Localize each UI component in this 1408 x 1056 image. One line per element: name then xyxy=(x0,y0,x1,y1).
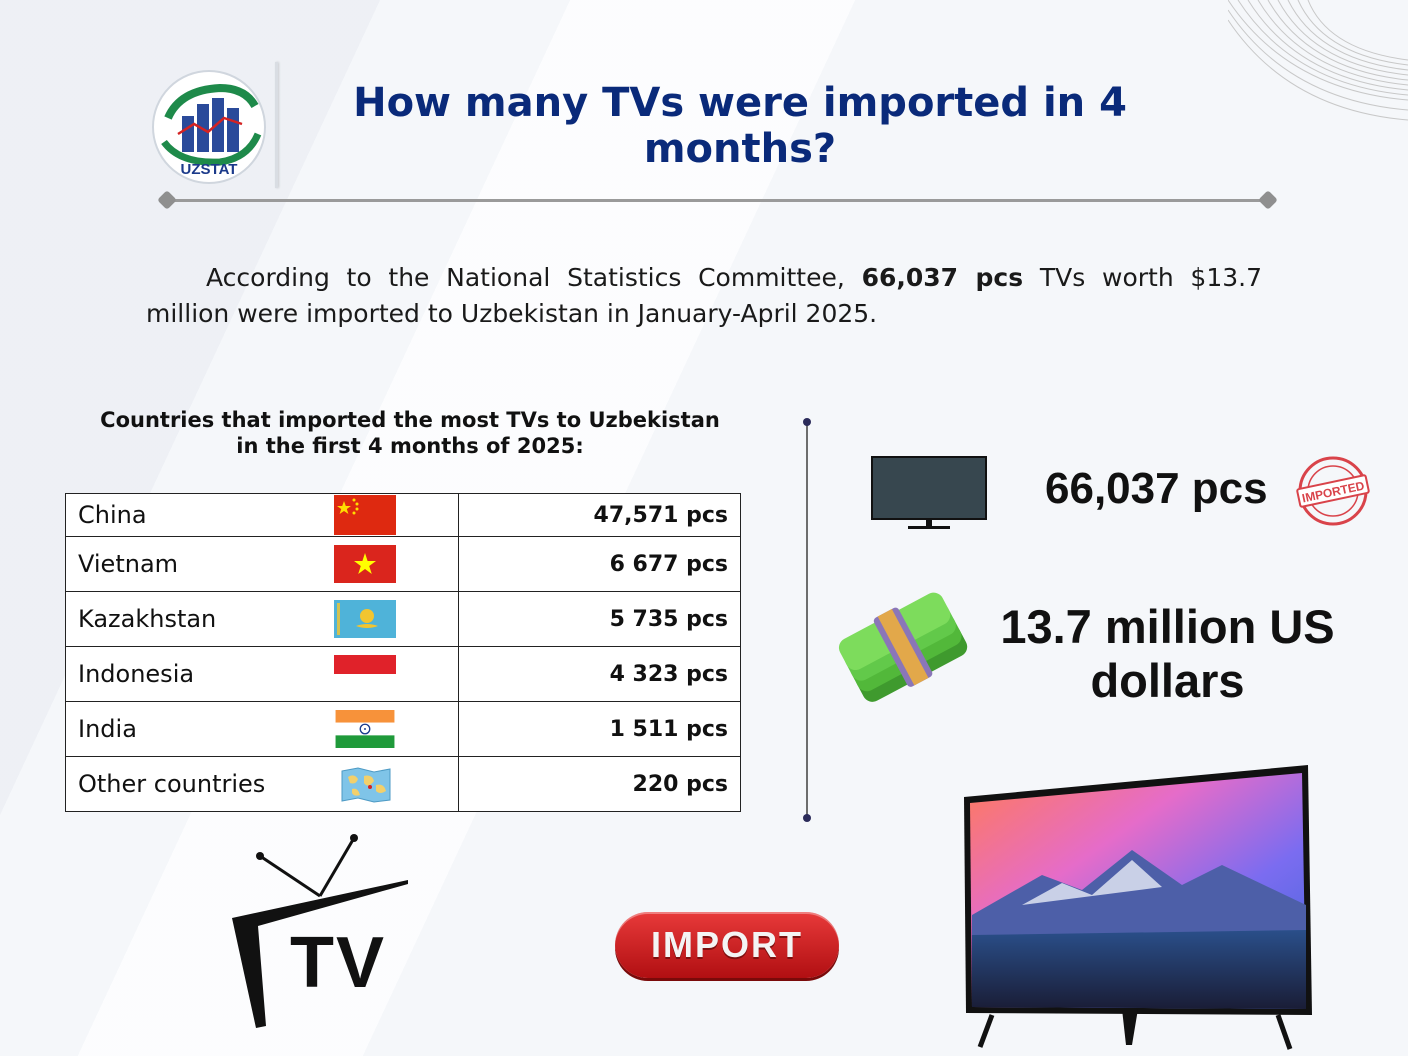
money-bundle-icon xyxy=(838,592,968,702)
table-heading: Countries that imported the most TVs to … xyxy=(100,408,720,458)
value-cell: 220 pcs xyxy=(458,756,741,812)
value-cell: 5 735 pcs xyxy=(458,591,741,647)
flag-vietnam xyxy=(334,545,396,583)
value-cell: 6 677 pcs xyxy=(458,536,741,592)
table-row: China 47,571 pcs xyxy=(65,493,741,537)
country-name: Kazakhstan xyxy=(78,605,217,633)
table-row: Indonesia 4 323 pcs xyxy=(65,646,741,702)
country-cell: Indonesia xyxy=(65,646,459,702)
value-cell: 4 323 pcs xyxy=(458,646,741,702)
logo-text: UZSTAT xyxy=(181,161,238,178)
imported-stamp-icon: IMPORTED xyxy=(1296,456,1370,526)
summary-usd: 13.7 million US dollars xyxy=(1000,600,1335,707)
divider-dot-bottom xyxy=(803,814,811,822)
table-row: India 1 511 pcs xyxy=(65,701,741,757)
logo-divider xyxy=(275,62,278,188)
title-rule xyxy=(160,199,1275,202)
tv-photo xyxy=(964,765,1312,1050)
country-name: Vietnam xyxy=(78,550,179,578)
table-row: Vietnam 6 677 pcs xyxy=(65,536,741,592)
divider-dot-top xyxy=(803,418,811,426)
flag-kazakhstan xyxy=(334,600,396,638)
country-name: Indonesia xyxy=(78,660,195,688)
wave-lines-decoration xyxy=(1228,0,1408,121)
value-cell: 47,571 pcs xyxy=(458,493,741,537)
country-cell: Kazakhstan xyxy=(65,591,459,647)
intro-bold-count: 66,037 pcs xyxy=(861,263,1024,292)
value-cell: 1 511 pcs xyxy=(458,701,741,757)
flag-china xyxy=(334,495,396,535)
table-row: Other countries 220 pcs xyxy=(65,756,741,812)
intro-text-start: According to the National Statistics Com… xyxy=(206,263,862,292)
country-cell: Vietnam xyxy=(65,536,459,592)
world-map-icon xyxy=(341,767,391,803)
page-title: How many TVs were imported in 4 months? xyxy=(353,80,1127,172)
country-cell: Other countries xyxy=(65,756,459,812)
country-name: India xyxy=(78,715,137,743)
country-name: China xyxy=(78,501,147,529)
tv-logo-text: TV xyxy=(290,923,387,1003)
import-button-label: IMPORT xyxy=(651,924,803,965)
table-row: Kazakhstan 5 735 pcs xyxy=(65,591,741,647)
vertical-divider xyxy=(806,422,808,818)
country-cell: China xyxy=(65,493,459,537)
import-button[interactable]: IMPORT xyxy=(615,912,839,978)
flag-india xyxy=(335,710,395,748)
summary-pcs: 66,037 pcs xyxy=(1045,464,1268,513)
tv-antenna-logo xyxy=(232,834,408,1028)
uzstat-logo: UZSTAT xyxy=(150,68,268,186)
intro-text-end: TVs worth $13.7 million were imported to… xyxy=(146,263,1262,328)
countries-table: China 47,571 pcs Vietnam 6 677 pcs Kazak… xyxy=(65,493,741,812)
flag-indonesia xyxy=(334,655,396,693)
country-cell: India xyxy=(65,701,459,757)
country-name: Other countries xyxy=(78,770,266,798)
tv-icon xyxy=(871,456,987,529)
intro-paragraph: According to the National Statistics Com… xyxy=(146,260,1262,332)
